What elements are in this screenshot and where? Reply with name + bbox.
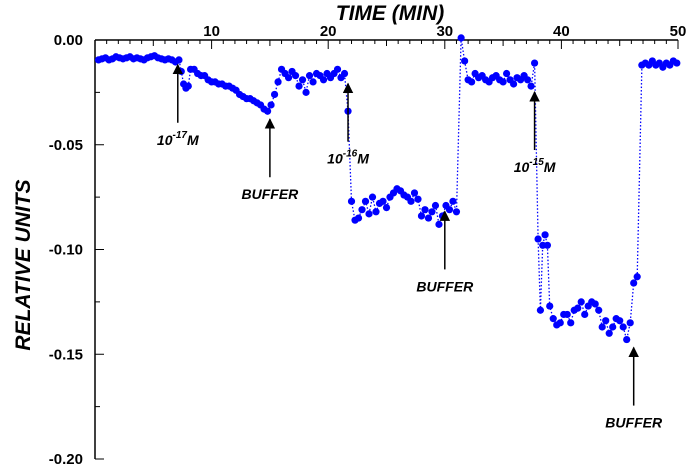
data-point (549, 315, 557, 323)
data-point (623, 335, 631, 344)
data-point (556, 319, 564, 327)
data-point (543, 241, 552, 249)
x-tick-label: 10 (203, 23, 220, 40)
data-point (358, 206, 366, 214)
data-point (567, 319, 575, 327)
data-point (361, 197, 370, 205)
data-point (291, 72, 300, 80)
data-point (541, 231, 549, 239)
data-point (461, 57, 469, 65)
data-point (581, 310, 589, 319)
data-point (407, 197, 415, 205)
x-tick-label: 50 (670, 23, 687, 40)
data-point (509, 80, 518, 88)
data-point (445, 206, 454, 214)
data-point (421, 206, 429, 214)
data-point (534, 235, 542, 243)
y-tick-label: -0.10 (49, 242, 83, 259)
data-point (270, 90, 279, 99)
data-point (626, 319, 634, 327)
data-point (284, 74, 293, 82)
x-axis-title: TIME (MIN) (336, 2, 444, 25)
data-point (382, 204, 391, 212)
data-point (354, 214, 363, 222)
data-point (630, 279, 638, 287)
data-point (435, 220, 443, 228)
data-point (595, 306, 603, 314)
data-point (574, 304, 582, 312)
data-point (302, 88, 310, 96)
data-point (502, 69, 511, 78)
data-point (591, 300, 599, 308)
data-point (609, 323, 617, 331)
data-point (457, 34, 465, 42)
data-point (368, 193, 377, 201)
data-point (527, 82, 535, 90)
y-tick-label: -0.20 (49, 451, 83, 468)
data-point (298, 76, 307, 84)
data-point (372, 208, 380, 216)
data-point (619, 323, 627, 331)
axes: 10 20 30 40 50 0.00 -0.05 -0.10 -0.15 -0.20 (49, 23, 687, 468)
data-point (673, 59, 681, 67)
annotation-label: 10-15M (514, 157, 556, 175)
data-point (184, 82, 192, 90)
y-tick-label: -0.05 (49, 137, 83, 154)
annotation-label: 10-17M (157, 130, 199, 148)
data-point (274, 78, 282, 86)
data-point (523, 76, 532, 84)
data-point (309, 78, 317, 86)
data-point (379, 197, 387, 205)
data-point (295, 82, 303, 90)
data-point (410, 189, 419, 197)
data-point (577, 298, 585, 306)
data-point (267, 101, 275, 109)
x-tick-label: 30 (436, 23, 453, 40)
data-point (449, 197, 457, 205)
data-point (305, 72, 314, 80)
y-tick-label: 0.00 (54, 32, 83, 49)
data-point (499, 78, 507, 86)
data-point (633, 273, 641, 281)
data-point (428, 208, 436, 216)
data-point (602, 317, 610, 325)
data-point (340, 69, 349, 78)
data-point (530, 59, 539, 67)
data-point (616, 317, 624, 325)
data-point (365, 210, 373, 218)
data-point (563, 310, 571, 319)
data-point (605, 329, 613, 337)
data-point (424, 214, 433, 222)
data-point (177, 67, 185, 76)
data-point (263, 107, 272, 115)
y-axis-title: RELATIVE UNITS (12, 179, 35, 350)
x-tick-label: 40 (553, 23, 570, 40)
data-point (333, 65, 342, 73)
data-point (347, 197, 356, 205)
data-point (319, 76, 328, 84)
annotation-label: 10-16M (327, 149, 369, 167)
annotations: 10-17M BUFFER 10-16M BUFFER 10-15M BUFFER (157, 63, 663, 431)
data-point (546, 302, 554, 310)
annotation-label: BUFFER (605, 415, 663, 431)
x-tick-label: 20 (320, 23, 337, 40)
annotation-label: BUFFER (416, 278, 474, 294)
data-point (175, 56, 183, 64)
data-point (468, 78, 476, 86)
y-tick-label: -0.15 (49, 346, 83, 363)
data-point (452, 208, 461, 216)
data-point (417, 212, 426, 220)
data-point (598, 323, 606, 331)
data-point (414, 195, 422, 203)
data-point (431, 201, 440, 210)
data-point (536, 306, 545, 314)
annotation-label: BUFFER (242, 186, 300, 202)
data-layer (94, 34, 681, 344)
